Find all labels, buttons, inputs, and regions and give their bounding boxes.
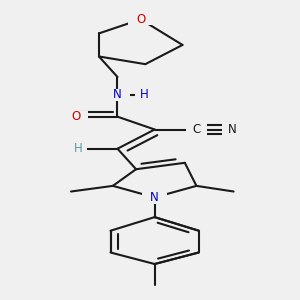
FancyBboxPatch shape [69,142,87,155]
FancyBboxPatch shape [105,89,130,101]
Text: H: H [140,88,149,101]
Text: N: N [228,123,237,136]
Text: N: N [113,88,122,101]
Text: C: C [192,123,201,136]
FancyBboxPatch shape [63,110,88,123]
FancyBboxPatch shape [186,123,207,136]
FancyBboxPatch shape [142,191,167,204]
FancyBboxPatch shape [128,13,154,26]
Text: O: O [136,13,145,26]
Text: N: N [150,191,159,204]
Text: O: O [71,110,80,123]
FancyBboxPatch shape [222,123,243,136]
Text: H: H [74,142,82,155]
FancyBboxPatch shape [135,89,154,101]
